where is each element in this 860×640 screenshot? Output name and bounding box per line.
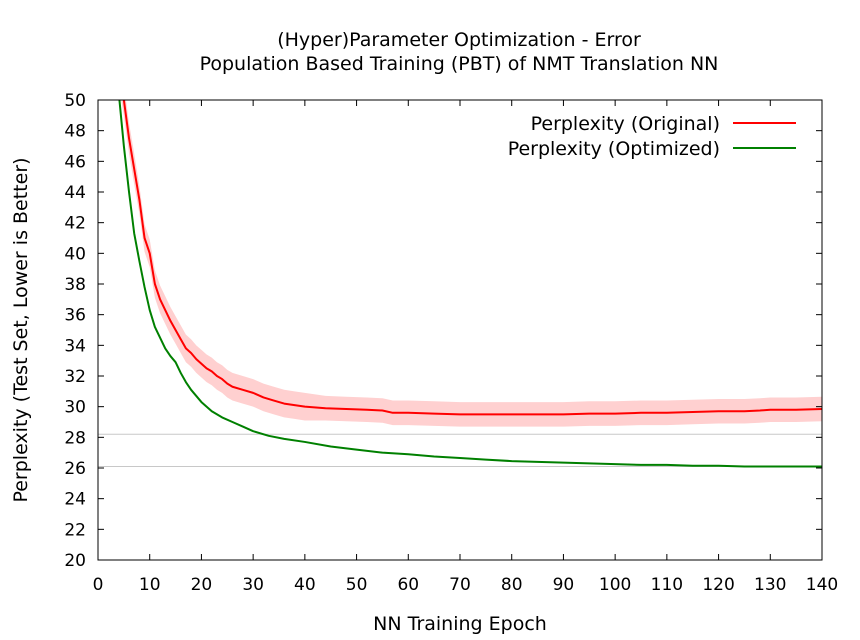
- y-tick-label: 22: [64, 520, 86, 540]
- original-confidence-band: [121, 100, 822, 427]
- y-tick-label: 40: [64, 244, 86, 264]
- series-line-original: [122, 100, 822, 416]
- x-tick-label: 110: [651, 575, 683, 595]
- x-axis-ticks: 0 10 20 30 40 50 60 70 80 90 100 110 120 130 140: [93, 100, 838, 595]
- original-band-layer: [121, 100, 822, 427]
- y-axis-ticks: 20 22 24 26 28 30 32 34 36 38 40 42 44 46 48 50: [64, 91, 822, 571]
- y-tick-label: 30: [64, 398, 86, 418]
- x-tick-label: 0: [93, 575, 104, 595]
- series-layer: [118, 100, 822, 468]
- y-tick-label: 28: [64, 428, 86, 448]
- plot-frame: [97, 99, 823, 561]
- series-line-optimized: [118, 100, 822, 468]
- y-tick-label: 46: [64, 152, 86, 172]
- x-tick-label: 10: [139, 575, 161, 595]
- x-tick-label: 50: [346, 575, 368, 595]
- y-tick-label: 38: [64, 275, 86, 295]
- y-tick-label: 42: [64, 214, 86, 234]
- x-axis-label: NN Training Epoch: [373, 613, 547, 635]
- reference-lines: [98, 433, 822, 467]
- y-tick-label: 20: [64, 551, 86, 571]
- y-axis-label: Perplexity (Test Set, Lower is Better): [10, 157, 32, 502]
- legend-label-optimized: Perplexity (Optimized): [508, 138, 720, 160]
- y-tick-label: 34: [64, 336, 86, 356]
- x-tick-label: 30: [242, 575, 264, 595]
- y-tick-label: 26: [64, 459, 86, 479]
- legend: Perplexity (Original) Perplexity (Optimi…: [508, 113, 796, 160]
- x-tick-label: 60: [397, 575, 419, 595]
- y-tick-label: 48: [64, 122, 86, 142]
- x-tick-label: 90: [553, 575, 575, 595]
- x-tick-label: 70: [449, 575, 471, 595]
- chart-title-line2: Population Based Training (PBT) of NMT T…: [200, 53, 719, 75]
- y-tick-label: 24: [64, 490, 86, 510]
- x-tick-label: 120: [702, 575, 734, 595]
- y-tick-label: 32: [64, 367, 86, 387]
- x-tick-label: 100: [599, 575, 631, 595]
- y-tick-label: 36: [64, 306, 86, 326]
- y-tick-label: 50: [64, 91, 86, 111]
- chart-title-line1: (Hyper)Parameter Optimization - Error: [277, 29, 641, 51]
- x-tick-label: 140: [806, 575, 838, 595]
- x-tick-label: 20: [191, 575, 213, 595]
- y-tick-label: 44: [64, 183, 86, 203]
- x-tick-label: 130: [754, 575, 786, 595]
- x-tick-label: 40: [294, 575, 316, 595]
- x-tick-label: 80: [501, 575, 523, 595]
- legend-label-original: Perplexity (Original): [531, 113, 720, 135]
